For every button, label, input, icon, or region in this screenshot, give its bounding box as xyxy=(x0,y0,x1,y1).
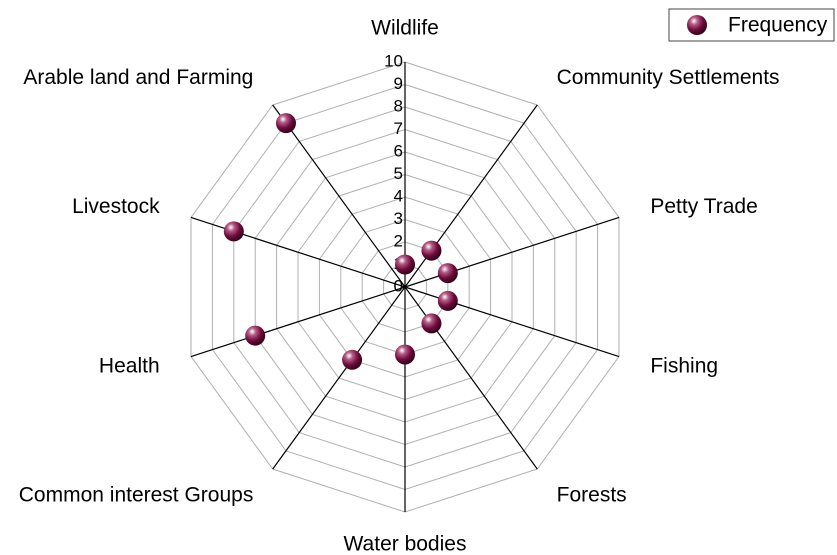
data-point xyxy=(421,313,442,334)
axis-label: Forests xyxy=(557,483,627,506)
data-point xyxy=(245,325,266,346)
tick-label: 10 xyxy=(384,51,403,70)
axis-label: Common interest Groups xyxy=(19,483,254,506)
legend-label: Frequency xyxy=(728,14,828,37)
data-point xyxy=(395,344,415,365)
tick-label: 8 xyxy=(394,96,403,115)
data-point xyxy=(421,240,442,261)
tick-label: 6 xyxy=(394,141,403,160)
data-point xyxy=(395,254,415,275)
data-point xyxy=(342,349,363,370)
tick-label: 2 xyxy=(394,231,403,250)
axis-label: Livestock xyxy=(72,195,160,218)
legend-marker xyxy=(687,15,707,35)
tick-label: 7 xyxy=(394,119,403,138)
spoke xyxy=(190,286,406,358)
data-point xyxy=(437,290,458,311)
data-point xyxy=(437,263,458,284)
axis-label: Wildlife xyxy=(371,17,439,40)
axis-label: Arable land and Farming xyxy=(23,66,253,89)
tick-label: 0 xyxy=(394,276,403,295)
axis-label: Fishing xyxy=(650,354,718,377)
axis-label: Petty Trade xyxy=(650,195,757,218)
axis-label: Water bodies xyxy=(344,533,467,555)
axis-label: Community Settlements xyxy=(557,66,780,89)
tick-label: 9 xyxy=(394,74,403,93)
tick-label: 5 xyxy=(394,164,403,183)
spoke xyxy=(404,104,538,288)
data-point xyxy=(275,113,296,134)
data-point xyxy=(223,221,244,242)
tick-label: 4 xyxy=(394,186,403,205)
tick-label: 3 xyxy=(394,209,403,228)
spoke xyxy=(272,286,406,470)
spoke xyxy=(404,286,538,470)
axis-label: Health xyxy=(99,354,160,377)
spoke xyxy=(272,104,406,288)
